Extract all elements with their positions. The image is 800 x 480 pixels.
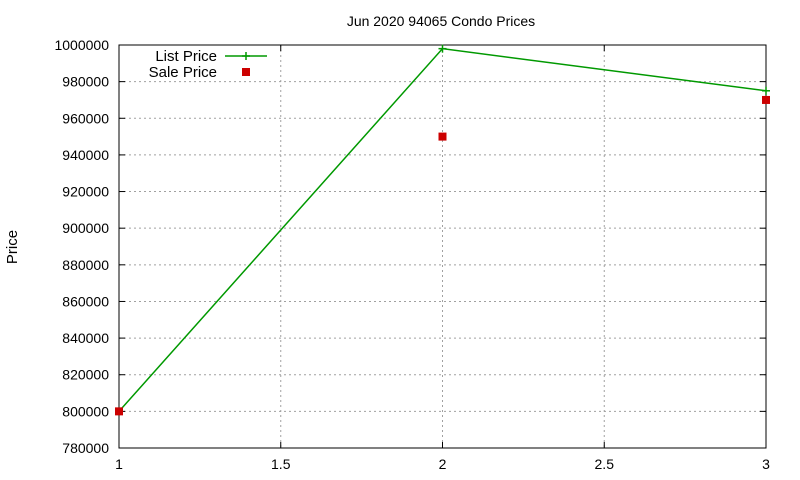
sale-price-point xyxy=(115,407,123,416)
grid-lines xyxy=(119,45,766,448)
legend-label: List Price xyxy=(155,48,217,65)
y-tick-label: 840000 xyxy=(62,330,109,346)
y-tick-label: 920000 xyxy=(62,184,109,200)
sale-price-point xyxy=(762,95,770,104)
x-tick-label: 3 xyxy=(762,456,770,472)
series-layer xyxy=(115,44,770,416)
legend-square-swatch xyxy=(242,68,250,76)
list-price-point xyxy=(762,86,770,95)
y-tick-label: 900000 xyxy=(62,220,109,236)
x-tick-label: 2.5 xyxy=(595,456,615,472)
x-tick-label: 2 xyxy=(439,456,447,472)
x-tick-label: 1.5 xyxy=(271,456,291,472)
y-tick-label: 820000 xyxy=(62,367,109,383)
legend-label: Sale Price xyxy=(149,64,217,81)
tick-labels: 780000 800000 820000 840000 860000 880000 9000… xyxy=(54,37,770,472)
x-tick-label: 1 xyxy=(115,456,123,472)
y-tick-label: 980000 xyxy=(62,74,109,90)
chart-title: Jun 2020 94065 Condo Prices xyxy=(347,13,535,29)
y-tick-label: 940000 xyxy=(62,147,109,163)
y-axis-label: Price xyxy=(4,230,21,264)
y-tick-label: 1000000 xyxy=(54,37,109,53)
list-price-point xyxy=(438,44,447,53)
y-tick-label: 880000 xyxy=(62,257,109,273)
legend-plus-swatch xyxy=(242,52,250,60)
y-tick-label: 780000 xyxy=(62,440,109,456)
y-tick-label: 800000 xyxy=(62,403,109,419)
y-tick-label: 860000 xyxy=(62,293,109,309)
y-tick-label: 960000 xyxy=(62,110,109,126)
sale-price-point xyxy=(438,132,447,141)
